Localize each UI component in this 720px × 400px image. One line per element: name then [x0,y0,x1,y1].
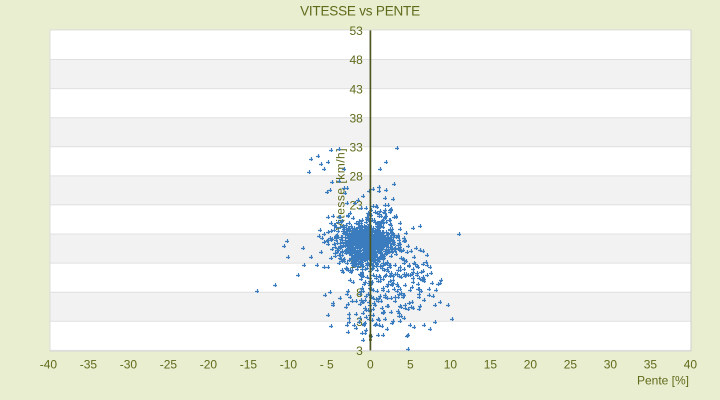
svg-text:-: - [80,358,84,372]
svg-text:-: - [120,358,124,372]
svg-text:53: 53 [349,24,363,38]
svg-text:35: 35 [84,358,98,372]
svg-text:-: - [320,358,324,372]
svg-text:33: 33 [349,141,363,155]
svg-text:43: 43 [349,82,363,96]
svg-text:-: - [40,358,44,372]
svg-text:20: 20 [524,358,538,372]
svg-text:-: - [240,358,244,372]
svg-text:28: 28 [349,170,363,184]
svg-text:3: 3 [356,344,363,358]
svg-text:Vitesse [km/h]: Vitesse [km/h] [333,148,347,230]
svg-text:-: - [280,358,284,372]
svg-text:25: 25 [564,358,578,372]
svg-text:23: 23 [349,199,363,213]
svg-text:0: 0 [367,358,374,372]
svg-text:20: 20 [204,358,218,372]
svg-text:Pente [%]: Pente [%] [637,374,689,388]
svg-text:30: 30 [124,358,138,372]
svg-text:15: 15 [484,358,498,372]
svg-text:10: 10 [444,358,458,372]
svg-text:5: 5 [407,358,414,372]
svg-text:5: 5 [327,358,334,372]
svg-text:38: 38 [349,111,363,125]
svg-text:40: 40 [684,358,698,372]
svg-text:-: - [200,358,204,372]
svg-text:30: 30 [604,358,618,372]
svg-text:35: 35 [644,358,658,372]
svg-text:15: 15 [244,358,258,372]
svg-text:8: 8 [356,286,363,300]
svg-text:-: - [160,358,164,372]
svg-text:48: 48 [349,53,363,67]
svg-text:VITESSE vs PENTE: VITESSE vs PENTE [300,3,420,18]
svg-text:25: 25 [164,358,178,372]
svg-text:10: 10 [284,358,298,372]
svg-text:40: 40 [44,358,58,372]
